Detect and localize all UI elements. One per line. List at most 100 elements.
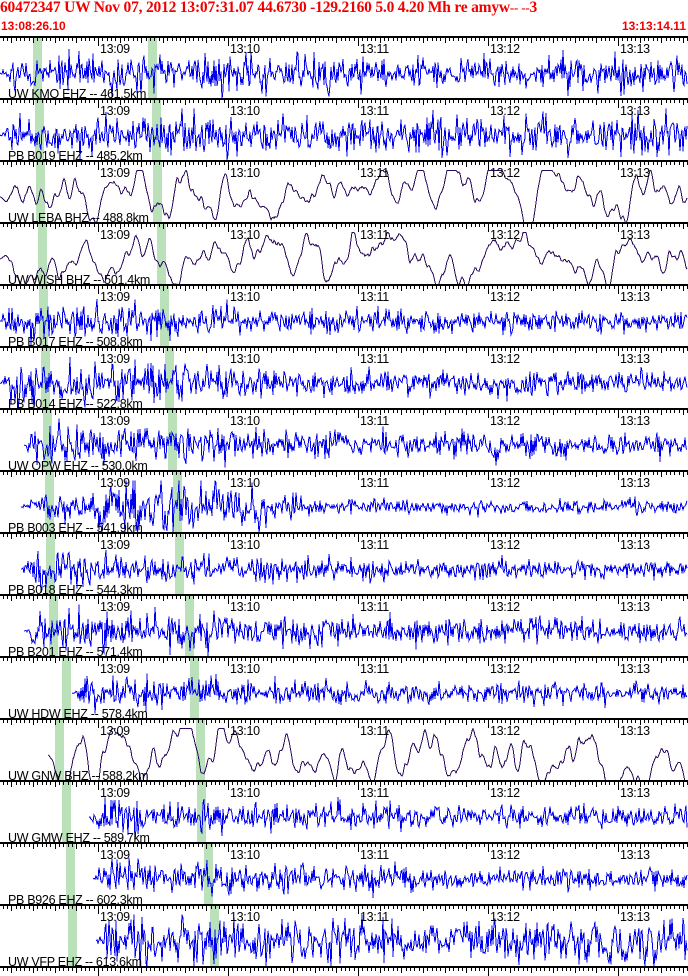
time-tick <box>527 968 528 971</box>
time-tick <box>37 968 38 971</box>
phase-highlight-band <box>55 720 64 780</box>
time-tick <box>202 968 203 971</box>
time-tick <box>553 968 554 973</box>
time-tick <box>510 968 511 973</box>
time-axis-label: 13:09 <box>100 104 130 118</box>
phase-highlight-band <box>153 162 162 222</box>
time-tick <box>375 968 376 971</box>
trace-label: UW LEBA BHZ -- 488.8km <box>8 211 149 222</box>
time-tick <box>336 968 337 973</box>
trace-row[interactable]: 13:09 13:10 13:11 13:12 13:13 UW LEBA BHZ -- … <box>0 160 688 222</box>
trace-row[interactable]: 13:09 13:10 13:11 13:12 13:13 PB B017 EHZ -- … <box>0 284 688 346</box>
time-tick <box>488 968 489 976</box>
trace-label: UW GMW EHZ -- 589.7km <box>8 831 150 842</box>
time-axis-label: 13:10 <box>230 352 260 366</box>
time-tick <box>410 968 411 971</box>
trace-label: UW GNW BHZ -- 588.2km <box>8 769 149 780</box>
time-tick <box>588 968 589 971</box>
time-tick <box>146 968 147 971</box>
trace-row[interactable]: 13:09 13:10 13:11 13:12 13:13 UW OPW EHZ -- 5… <box>0 408 688 470</box>
time-axis-label: 13:12 <box>490 228 520 242</box>
waveform <box>0 596 688 656</box>
time-tick <box>670 968 671 971</box>
time-tick <box>154 968 155 971</box>
time-tick <box>406 968 407 971</box>
phase-highlight-band <box>36 162 45 222</box>
time-tick <box>458 968 459 971</box>
trace-row[interactable]: 13:09 13:10 13:11 13:12 13:13 UW GNW BHZ -- 5… <box>0 718 688 780</box>
time-tick <box>237 968 238 971</box>
time-tick <box>397 968 398 971</box>
trace-row[interactable]: 13:09 13:10 13:11 13:12 13:13 UW HDW EHZ -- 5… <box>0 656 688 718</box>
trace-row[interactable]: 13:09 13:10 13:11 13:12 13:13 UW WISH BHZ -- … <box>0 222 688 284</box>
time-tick <box>393 968 394 971</box>
time-axis-label: 13:09 <box>100 662 130 676</box>
time-tick <box>323 968 324 971</box>
time-axis-label: 13:11 <box>360 228 389 242</box>
time-tick <box>536 968 537 971</box>
time-axis-label: 13:10 <box>230 290 260 304</box>
time-tick <box>648 968 649 971</box>
phase-highlight-band <box>157 224 166 284</box>
time-tick <box>609 968 610 971</box>
time-tick <box>523 968 524 971</box>
time-tick <box>505 968 506 971</box>
trace-row[interactable]: 13:09 13:10 13:11 13:12 13:13 PB B201 EHZ -- … <box>0 594 688 656</box>
time-tick <box>258 968 259 971</box>
time-tick <box>453 968 454 971</box>
phase-highlight-band <box>190 658 199 718</box>
time-axis-label: 13:11 <box>360 910 389 924</box>
trace-row[interactable]: 13:09 13:10 13:11 13:12 13:13 PB B003 EHZ -- … <box>0 470 688 532</box>
time-tick <box>514 968 515 971</box>
time-tick <box>362 968 363 971</box>
time-axis-label: 13:09 <box>100 414 130 428</box>
waveform <box>0 38 688 98</box>
time-tick <box>215 968 216 971</box>
waveform <box>0 844 688 904</box>
time-tick <box>180 968 181 971</box>
time-tick <box>59 968 60 971</box>
time-tick <box>297 968 298 971</box>
time-tick <box>98 968 99 976</box>
time-tick <box>141 968 142 973</box>
time-axis-label: 13:13 <box>620 290 650 304</box>
time-tick <box>549 968 550 971</box>
waveform <box>0 534 688 594</box>
phase-highlight-band <box>197 782 206 842</box>
trace-row[interactable]: 13:09 13:10 13:11 13:12 13:13 UW GMW EHZ -- 5… <box>0 780 688 842</box>
time-tick <box>276 968 277 971</box>
time-tick <box>627 968 628 971</box>
time-axis-label: 13:09 <box>100 228 130 242</box>
trace-row[interactable]: 13:09 13:10 13:11 13:12 13:13 UW VFP EHZ -- 6… <box>0 904 688 966</box>
waveform <box>0 720 688 780</box>
time-axis-label: 13:09 <box>100 166 130 180</box>
trace-row[interactable]: 13:09 13:10 13:11 13:12 13:13 PB B926 EHZ -- … <box>0 842 688 904</box>
waveform <box>0 348 688 408</box>
time-tick <box>661 968 662 973</box>
time-tick <box>622 968 623 971</box>
trace-row[interactable]: 13:09 13:10 13:11 13:12 13:13 PB B014 EHZ -- … <box>0 346 688 408</box>
time-tick <box>7 968 8 971</box>
phase-highlight-band <box>38 224 47 284</box>
time-tick <box>601 968 602 971</box>
time-tick <box>319 968 320 971</box>
event-header-line1: 60472347 UW Nov 07, 2012 13:07:31.07 44.… <box>0 0 688 17</box>
time-tick <box>102 968 103 971</box>
time-axis-label: 13:10 <box>230 166 260 180</box>
time-tick <box>596 968 597 973</box>
phase-highlight-band <box>62 658 71 718</box>
time-tick <box>293 968 294 973</box>
bottom-time-ruler <box>0 966 688 976</box>
time-axis-label: 13:10 <box>230 228 260 242</box>
trace-row[interactable]: 13:09 13:10 13:11 13:12 13:13 PB B019 EHZ -- … <box>0 98 688 160</box>
trace-row[interactable]: 13:09 13:10 13:11 13:12 13:13 UW KMO EHZ -- 4… <box>0 36 688 98</box>
time-tick <box>24 968 25 971</box>
time-axis-label: 13:09 <box>100 476 130 490</box>
trace-row[interactable]: 13:09 13:10 13:11 13:12 13:13 PB B018 EHZ -- … <box>0 532 688 594</box>
time-axis-label: 13:09 <box>100 600 130 614</box>
phase-highlight-band <box>185 596 194 656</box>
time-axis-label: 13:11 <box>360 42 389 56</box>
trace-label: PB B926 EHZ -- 602.3km <box>8 893 143 904</box>
trace-label: PB B018 EHZ -- 544.3km <box>8 583 143 594</box>
time-axis-label: 13:09 <box>100 538 130 552</box>
